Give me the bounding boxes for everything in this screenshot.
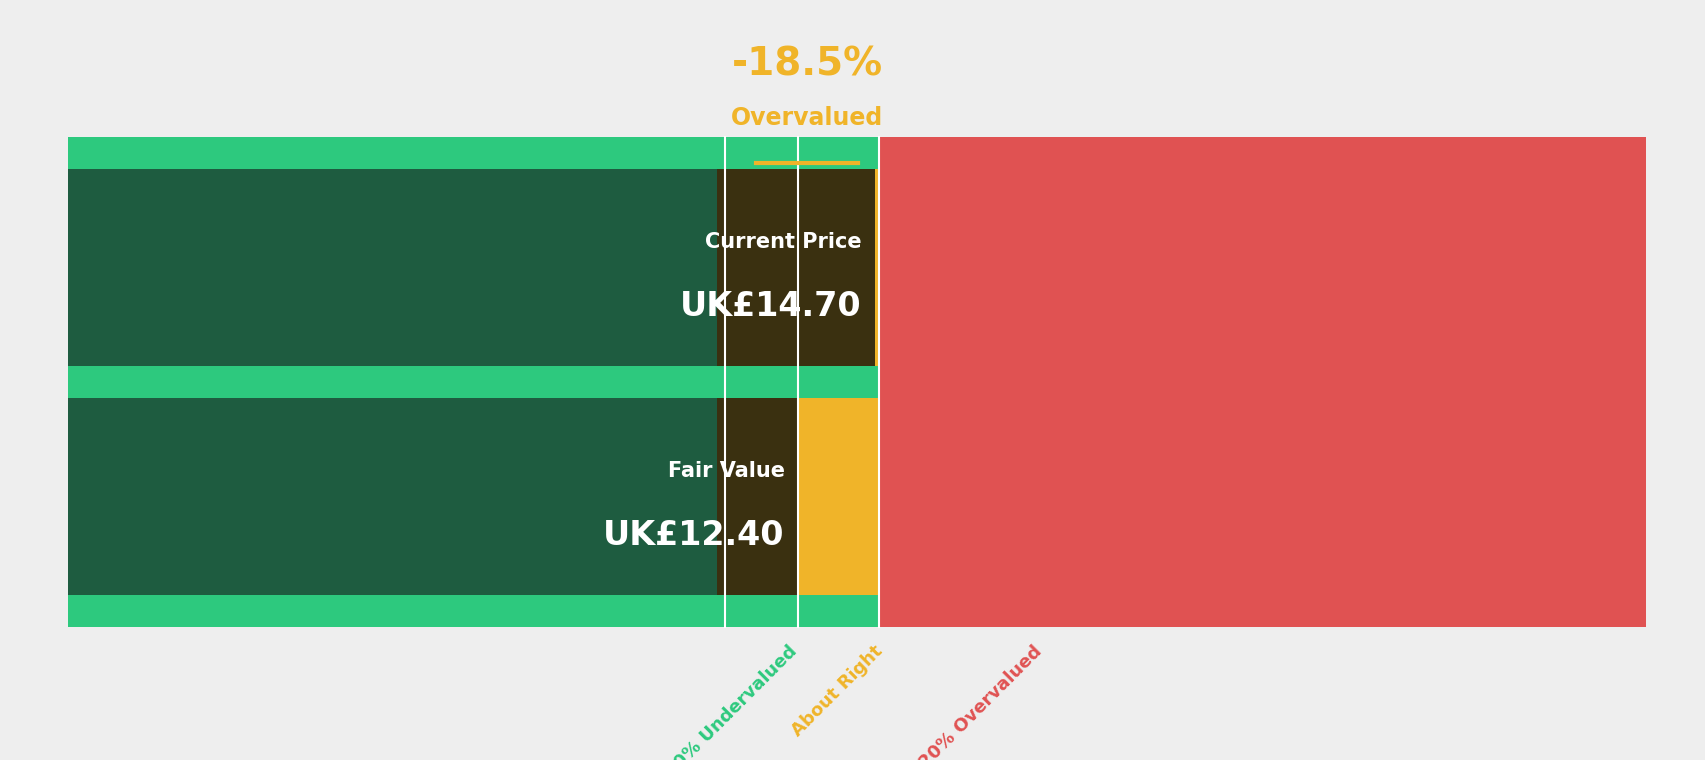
Text: 20% Undervalued: 20% Undervalued: [662, 642, 800, 760]
Text: -18.5%: -18.5%: [731, 46, 881, 84]
Bar: [68, 366, 878, 397]
Bar: [68, 169, 875, 366]
Text: Current Price: Current Price: [704, 232, 861, 252]
Text: UK£12.40: UK£12.40: [604, 519, 784, 553]
Text: About Right: About Right: [788, 642, 885, 740]
Bar: [725, 137, 878, 627]
Text: Overvalued: Overvalued: [730, 106, 883, 130]
Bar: [68, 595, 878, 627]
Text: 20% Overvalued: 20% Overvalued: [916, 642, 1045, 760]
Bar: [68, 137, 725, 627]
Bar: [716, 397, 798, 595]
Text: UK£14.70: UK£14.70: [680, 290, 861, 323]
Bar: [68, 137, 878, 169]
Bar: [716, 169, 875, 366]
Text: Fair Value: Fair Value: [667, 461, 784, 481]
Bar: [68, 397, 798, 595]
Bar: [878, 137, 1645, 627]
